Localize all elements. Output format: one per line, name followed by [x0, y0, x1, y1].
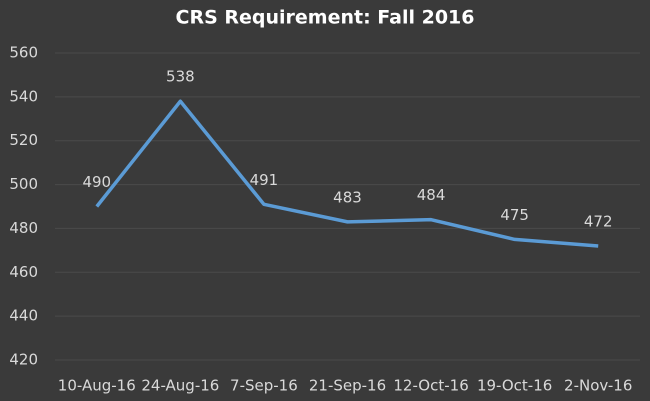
x-tick-label: 7-Sep-16 [230, 377, 298, 395]
x-tick-label: 12-Oct-16 [393, 377, 468, 395]
y-tick-label: 480 [9, 219, 38, 237]
x-tick-label: 10-Aug-16 [58, 377, 136, 395]
x-tick-label: 2-Nov-16 [564, 377, 632, 395]
y-tick-label: 440 [9, 307, 38, 325]
data-label: 475 [500, 206, 529, 224]
y-tick-label: 560 [9, 44, 38, 62]
y-tick-label: 420 [9, 351, 38, 369]
y-tick-label: 520 [9, 131, 38, 149]
x-tick-label: 24-Aug-16 [141, 377, 219, 395]
y-tick-label: 540 [9, 87, 38, 105]
data-label: 491 [250, 171, 279, 189]
data-label: 484 [417, 186, 446, 204]
y-tick-label: 460 [9, 263, 38, 281]
data-label: 472 [584, 212, 613, 230]
y-tick-label: 500 [9, 175, 38, 193]
chart-title: CRS Requirement: Fall 2016 [176, 7, 475, 29]
x-tick-label: 21-Sep-16 [309, 377, 386, 395]
data-label: 490 [82, 173, 111, 191]
x-tick-label: 19-Oct-16 [477, 377, 552, 395]
line [95, 99, 599, 248]
data-label: 483 [333, 188, 362, 206]
data-label: 538 [166, 68, 195, 86]
